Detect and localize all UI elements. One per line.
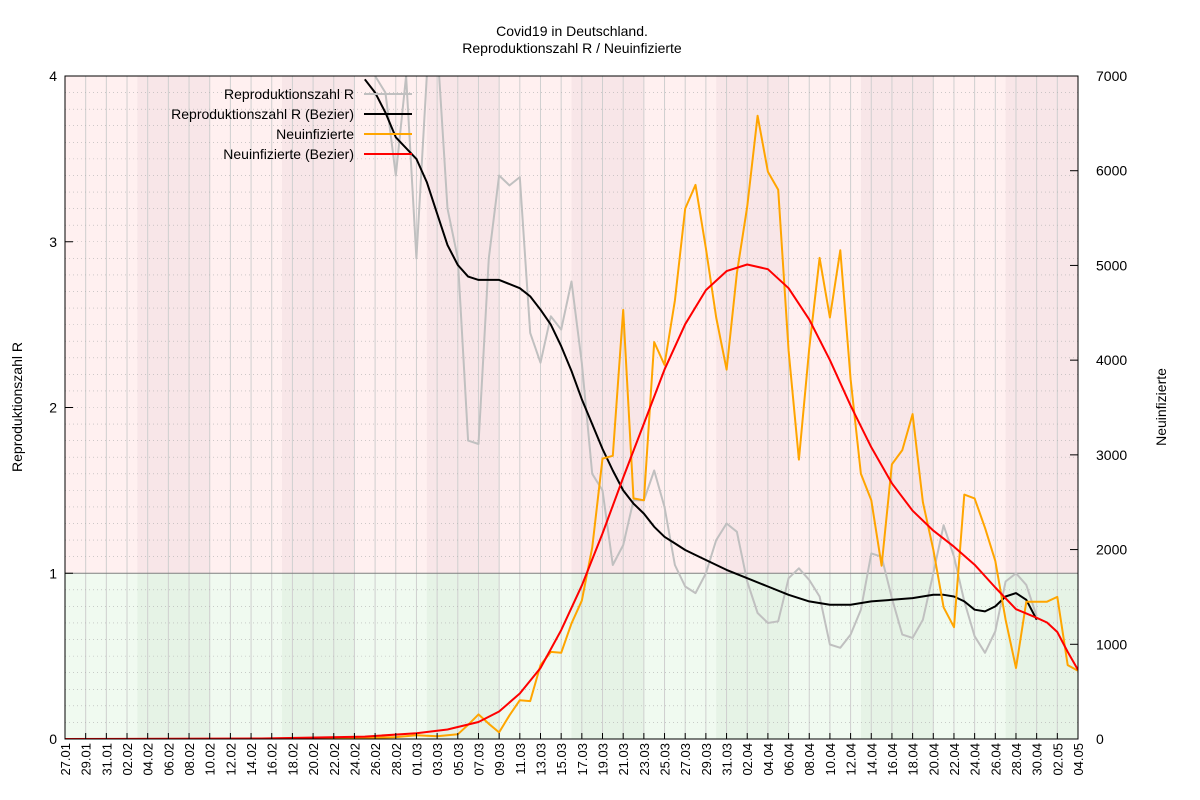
x-tick-label: 21.03 (616, 743, 631, 776)
x-tick-label: 16.04 (885, 743, 900, 776)
legend-label: Reproduktionszahl R (Bezier) (171, 106, 354, 122)
x-tick-label: 10.04 (823, 743, 838, 776)
x-tick-label: 08.04 (802, 743, 817, 776)
y-tick-label: 4 (49, 68, 57, 84)
x-tick-label: 17.03 (575, 743, 590, 776)
y2-tick-label: 6000 (1096, 163, 1127, 179)
y-tick-label: 1 (49, 565, 57, 581)
series-line-reproduktionszahl-r (373, 76, 1038, 654)
axes: 0 1 2 3 4 0 1000 2000 3000 4000 5000 6000 7000 27.01 2… (49, 68, 1127, 776)
series-lines (65, 76, 1078, 739)
x-tick-label: 13.03 (534, 743, 549, 776)
series-line-reproduktionszahl-r-bezier (364, 78, 1038, 621)
x-tick-label: 01.03 (409, 743, 424, 776)
legend-label: Reproduktionszahl R (224, 86, 354, 102)
x-tick-label: 23.03 (637, 743, 652, 776)
x-tick-label: 25.03 (658, 743, 673, 776)
x-tick-label: 11.03 (513, 743, 528, 775)
legend: Reproduktionszahl R Reproduktionszahl R (… (171, 86, 412, 162)
y-tick-label: 2 (49, 400, 57, 416)
x-tick-label: 31.03 (720, 743, 735, 776)
series-line-neuinfizierte (65, 114, 1078, 739)
x-tick-label: 18.04 (906, 743, 921, 776)
x-tick-label: 19.03 (596, 743, 611, 776)
y2-tick-label: 1000 (1096, 636, 1127, 652)
x-tick-label: 22.04 (947, 743, 962, 776)
x-tick-label: 27.01 (58, 743, 73, 776)
x-tick-label: 06.02 (161, 743, 176, 776)
y2-axis-label: Neuinfizierte (1153, 368, 1169, 446)
legend-label: Neuinfizierte (Bezier) (223, 146, 354, 162)
series-line-neuinfizierte-bezier (65, 263, 1078, 739)
x-tick-label: 04.04 (761, 743, 776, 776)
x-tick-label: 03.03 (430, 743, 445, 776)
x-tick-label: 28.02 (389, 743, 404, 776)
x-tick-label: 24.04 (968, 743, 983, 776)
week-band-upper (426, 76, 500, 574)
x-tick-label: 08.02 (182, 743, 197, 776)
x-tick-label: 27.03 (678, 743, 693, 776)
x-tick-label: 16.02 (265, 743, 280, 776)
x-tick-label: 29.01 (79, 743, 94, 776)
y-tick-label: 3 (49, 234, 57, 250)
x-tick-label: 14.02 (244, 743, 259, 776)
x-tick-label: 22.02 (327, 743, 342, 776)
x-tick-label: 05.03 (451, 743, 466, 776)
y2-tick-label: 3000 (1096, 447, 1127, 463)
week-band-upper (282, 76, 355, 574)
x-tick-label: 28.04 (1009, 743, 1024, 776)
x-tick-label: 20.04 (926, 743, 941, 776)
x-tick-label: 29.03 (699, 743, 714, 776)
y-tick-label: 0 (49, 731, 57, 747)
x-tick-label: 12.02 (223, 743, 238, 776)
x-tick-label: 06.04 (782, 743, 797, 776)
x-tick-label: 20.02 (306, 743, 321, 776)
x-tick-label: 26.04 (988, 743, 1003, 776)
x-tick-label: 10.02 (203, 743, 218, 776)
plot-background (65, 76, 1078, 739)
week-band-lower (571, 573, 644, 739)
chart-title: Covid19 in Deutschland. (496, 23, 648, 39)
week-band-lower (716, 573, 789, 739)
x-tick-label: 02.04 (740, 743, 755, 776)
x-tick-label: 04.05 (1071, 743, 1086, 776)
y2-tick-label: 5000 (1096, 257, 1127, 273)
legend-label: Neuinfizierte (276, 126, 354, 142)
chart-subtitle: Reproduktionszahl R / Neuinfizierte (462, 40, 682, 56)
x-tick-label: 02.05 (1050, 743, 1065, 776)
x-tick-label: 26.02 (368, 743, 383, 776)
y2-tick-label: 4000 (1096, 352, 1127, 368)
x-tick-label: 12.04 (844, 743, 859, 776)
x-tick-label: 09.03 (492, 743, 507, 776)
x-tick-label: 15.03 (554, 743, 569, 776)
x-tick-label: 30.04 (1030, 743, 1045, 776)
y2-tick-label: 7000 (1096, 68, 1127, 84)
y2-tick-label: 0 (1096, 731, 1104, 747)
week-band-lower (426, 573, 500, 739)
x-tick-label: 14.04 (864, 743, 879, 776)
week-band-lower (282, 573, 355, 739)
x-tick-label: 04.02 (141, 743, 156, 776)
x-tick-label: 02.02 (120, 743, 135, 776)
week-band-upper (571, 76, 644, 574)
x-tick-label: 07.03 (472, 743, 487, 776)
x-tick-label: 18.02 (285, 743, 300, 776)
y2-tick-label: 2000 (1096, 542, 1127, 558)
x-tick-label: 31.01 (99, 743, 114, 776)
x-tick-label: 24.02 (347, 743, 362, 776)
y-axis-label: Reproduktionszahl R (9, 342, 25, 472)
